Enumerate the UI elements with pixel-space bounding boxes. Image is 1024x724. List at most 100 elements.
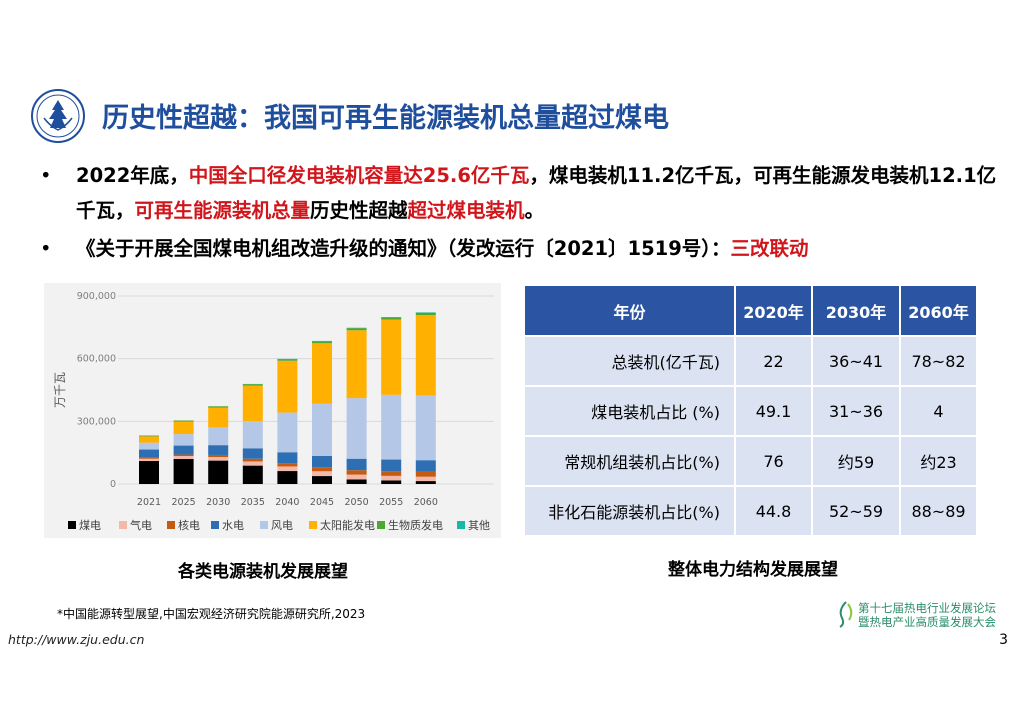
table-cell: 煤电装机占比 (%) <box>523 385 736 437</box>
bar-segment <box>381 319 402 395</box>
y-axis-label: 万千瓦 <box>53 372 67 408</box>
bar-segment <box>381 394 402 460</box>
bar-segment <box>173 421 194 435</box>
conference-emblem-icon <box>839 601 853 628</box>
legend-label: 风电 <box>271 519 293 532</box>
legend-label: 生物质发电 <box>388 518 443 532</box>
table-cell: 88~89 <box>899 485 978 537</box>
bar-segment <box>208 460 229 484</box>
bullet-text-2-part-2: 三改联动 <box>730 237 809 260</box>
capacity-chart: 0 300,000 600,000 900,000 万千瓦 2021 2025 2030 203… <box>44 283 501 538</box>
bar-segment <box>415 315 436 396</box>
table-row: 非化石能源装机占比(%) 44.8 52~59 88~89 <box>523 485 978 537</box>
table-cell: 总装机(亿千瓦) <box>523 335 736 387</box>
bar-segment <box>208 454 229 458</box>
bar-segment <box>312 456 332 468</box>
legend-swatch <box>167 521 175 529</box>
bar-segment <box>277 471 298 484</box>
table-header-row: 年份 2020年 2030年 2060年 <box>523 284 978 337</box>
bar-segment <box>346 328 367 331</box>
table-cell: 31~36 <box>811 385 901 437</box>
bullet-text-1-part-5: 历史性超越 <box>310 199 408 222</box>
bar-segment <box>242 448 263 459</box>
bar-segment <box>312 467 332 472</box>
bar-segment <box>208 445 229 455</box>
bullet-text-1-part-4: 可再生能源装机总量 <box>134 199 311 222</box>
bar-segment <box>312 471 332 477</box>
bar-segment <box>415 312 436 316</box>
y-tick-label: 600,000 <box>77 354 116 365</box>
x-tick-label: 2060 <box>414 497 438 508</box>
bar-segment <box>346 330 367 399</box>
bar-segment <box>173 445 194 455</box>
bar-segment <box>208 427 229 446</box>
bar-segment <box>346 474 367 480</box>
bar-segment <box>208 406 229 408</box>
bar-segment <box>173 434 194 446</box>
bullet-dot-1: • <box>40 164 52 187</box>
y-tick-label: 300,000 <box>77 416 116 427</box>
bar-segment <box>415 481 436 484</box>
footer-url[interactable]: http://www.zju.edu.cn <box>8 632 145 647</box>
table-header-cell: 2030年 <box>811 284 901 337</box>
table-caption: 整体电力结构发展展望 <box>668 560 838 580</box>
bar-segment <box>242 465 263 484</box>
table-cell: 52~59 <box>811 485 901 537</box>
bar-segment <box>381 480 402 484</box>
x-tick-label: 2045 <box>310 497 334 508</box>
bar-segment <box>277 452 298 464</box>
conference-logo: 第十七届热电行业发展论坛 暨热电产业高质量发展大会 <box>836 600 996 629</box>
table-row: 煤电装机占比 (%) 49.1 31~36 4 <box>523 385 978 437</box>
bar-segment <box>415 460 436 472</box>
x-tick-label: 2025 <box>172 497 196 508</box>
bar-segment <box>346 458 367 471</box>
bar-segment <box>346 470 367 475</box>
table-cell: 76 <box>734 435 813 487</box>
bullet-text-1-part-6: 超过煤电装机 <box>407 199 525 222</box>
legend-swatch <box>68 521 76 529</box>
x-tick-label: 2040 <box>275 497 299 508</box>
x-tick-label: 2055 <box>379 497 403 508</box>
bar-segment <box>277 360 298 413</box>
legend-label: 核电 <box>178 518 200 532</box>
bar-segment <box>208 407 229 428</box>
table-cell: 36~41 <box>811 335 901 387</box>
bullet-text-2-part-1: 《关于开展全国煤电机组改造升级的通知》（发改运行〔2021〕1519号）： <box>76 237 731 260</box>
bar-segment <box>381 459 402 472</box>
bar-segment <box>139 458 159 462</box>
bar-segment <box>381 471 402 476</box>
conference-name-line-1: 第十七届热电行业发展论坛 <box>858 601 996 615</box>
table-cell: 常规机组装机占比(%) <box>523 435 736 487</box>
bar-segment <box>277 359 298 361</box>
x-tick-label: 2050 <box>345 497 369 508</box>
bar-segment <box>277 466 298 472</box>
bar-segment <box>277 463 298 467</box>
table-row: 总装机(亿千瓦) 22 36~41 78~82 <box>523 335 978 387</box>
table-header-cell: 2020年 <box>734 284 813 337</box>
y-tick-label: 900,000 <box>77 291 116 302</box>
bar-segment <box>139 442 159 450</box>
conference-name-line-2: 暨热电产业高质量发展大会 <box>858 615 996 629</box>
bar-segment <box>381 475 402 481</box>
bullet-dot-2: • <box>40 237 52 260</box>
bar-segment <box>173 420 194 422</box>
page-number: 3 <box>999 632 1008 648</box>
bar-segment <box>415 471 436 477</box>
bullet-list: • 2022年底，中国全口径发电装机容量达25.6亿千瓦，煤电装机11.2亿千瓦… <box>40 158 1000 266</box>
legend-swatch <box>260 521 268 529</box>
bar-segment <box>312 341 332 344</box>
legend-swatch <box>377 521 385 529</box>
bar-segment <box>242 384 263 386</box>
bar-segment <box>242 458 263 462</box>
table-row: 常规机组装机占比(%) 76 约59 约23 <box>523 435 978 487</box>
table-header-cell: 2060年 <box>899 284 978 337</box>
bar-segment <box>312 476 332 484</box>
legend-swatch <box>211 521 219 529</box>
slide-title: 历史性超越：我国可再生能源装机总量超过煤电 <box>102 103 669 134</box>
capacity-chart-svg: 0 300,000 600,000 900,000 万千瓦 2021 2025 2030 203… <box>53 291 494 532</box>
bullet-text-1-part-7: 。 <box>524 199 545 222</box>
chart-caption: 各类电源装机发展展望 <box>178 562 348 582</box>
bar-segment <box>173 456 194 459</box>
source-note: *中国能源转型展望,中国宏观经济研究院能源研究所,2023 <box>57 607 366 621</box>
bar-segment <box>139 449 159 458</box>
